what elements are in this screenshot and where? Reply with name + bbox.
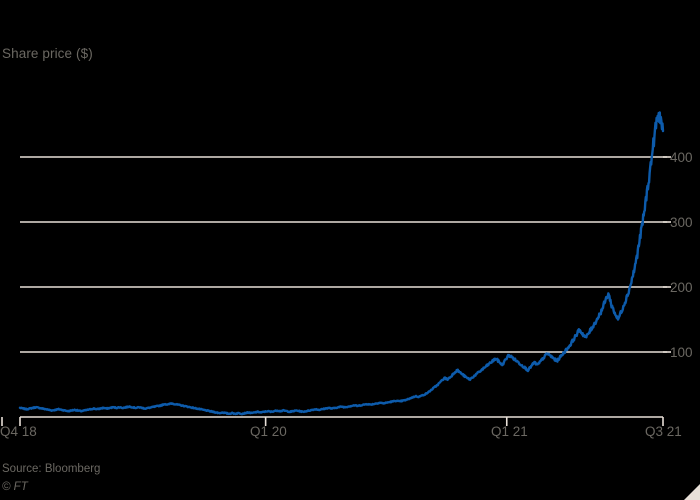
source-text: Source: Bloomberg (2, 463, 101, 475)
x-tick-label-q321: Q3 21 (645, 424, 682, 439)
y-axis-title: Share price ($) (2, 46, 93, 61)
y-tick-label-100: 100 (670, 345, 693, 360)
corner-marker-icon (684, 484, 700, 500)
ft-credit: © FT (2, 481, 28, 493)
x-tick-label-q418: Q4 18 (0, 424, 37, 439)
y-tick-label-200: 200 (670, 280, 693, 295)
x-tick-label-q121: Q1 21 (491, 424, 528, 439)
share-price-line (18, 111, 665, 416)
y-tick-label-300: 300 (670, 215, 693, 230)
x-tick-label-q120: Q1 20 (250, 424, 287, 439)
y-tick-label-400: 400 (670, 150, 693, 165)
